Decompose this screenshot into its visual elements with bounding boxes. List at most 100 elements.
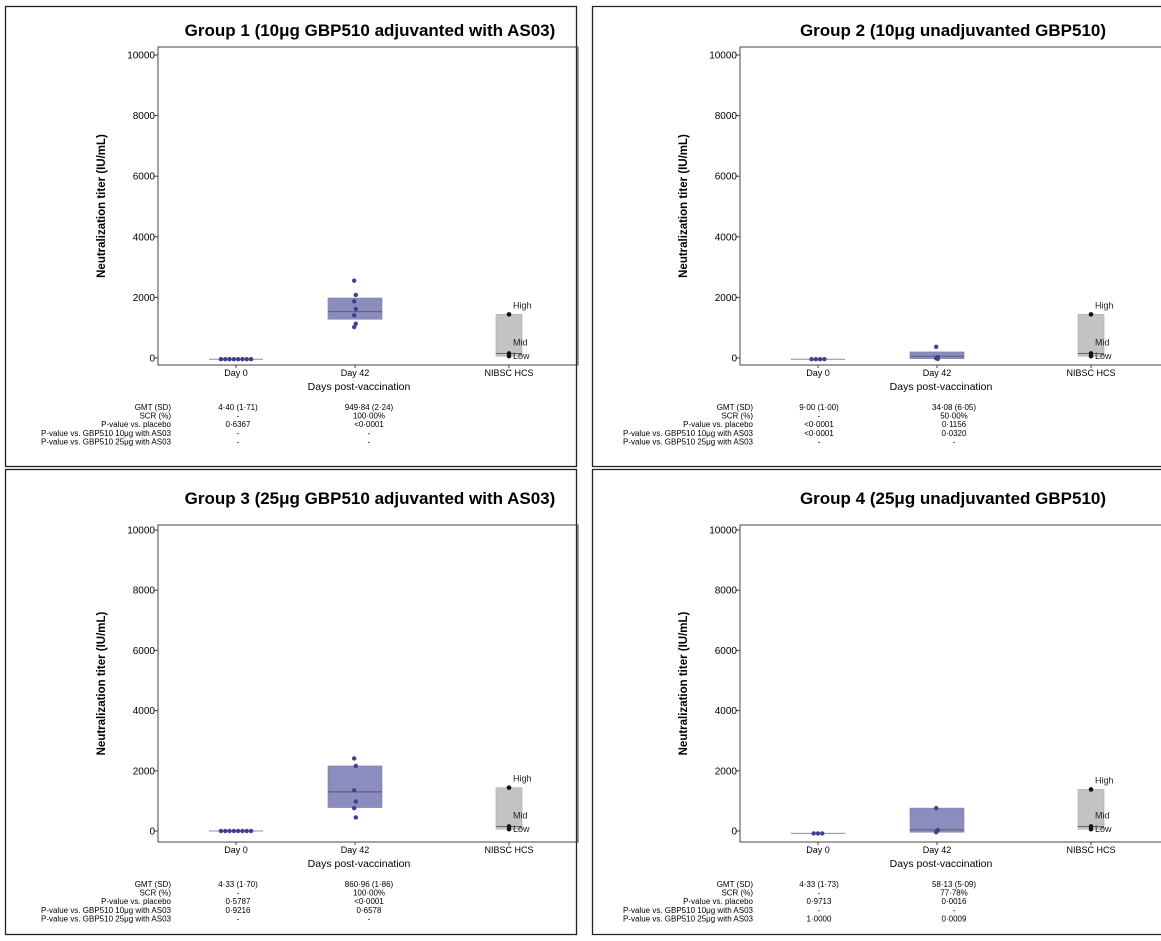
data-point bbox=[812, 831, 816, 835]
y-tick-label: 0 bbox=[149, 354, 155, 365]
x-axis-label: Days post-vaccination bbox=[308, 858, 411, 870]
y-tick-label: 10000 bbox=[127, 526, 155, 537]
x-tick-label: NIBSC HCS bbox=[1066, 368, 1115, 378]
x-tick-label: Day 42 bbox=[923, 845, 952, 855]
data-point bbox=[820, 831, 824, 835]
y-tick-label: 10000 bbox=[709, 51, 737, 62]
x-axis-label: Days post-vaccination bbox=[890, 858, 993, 870]
y-tick-label: 0 bbox=[731, 827, 737, 838]
stats-day42-value: - bbox=[368, 437, 371, 446]
y-axis-label: Neutralization titer (IU/mL) bbox=[96, 611, 108, 755]
data-point bbox=[354, 307, 358, 311]
x-tick-label: Day 42 bbox=[341, 845, 370, 855]
data-point bbox=[249, 357, 253, 361]
data-point bbox=[354, 293, 358, 297]
y-tick-label: 10000 bbox=[709, 526, 737, 537]
data-point bbox=[1089, 354, 1094, 359]
chart-svg: Group 2 (10μg unadjuvanted GBP510)020004… bbox=[582, 0, 1161, 468]
stats-day42-value: - bbox=[953, 437, 956, 446]
stats-day0-value: 1·0000 bbox=[807, 914, 832, 923]
data-point bbox=[240, 829, 244, 833]
data-point bbox=[507, 312, 512, 317]
y-tick-label: 4000 bbox=[133, 706, 156, 717]
y-tick-label: 8000 bbox=[133, 586, 156, 597]
panel-border bbox=[6, 7, 577, 467]
chart-title: Group 4 (25μg unadjuvanted GBP510) bbox=[800, 489, 1106, 508]
box-nibsc-hcs bbox=[496, 314, 522, 356]
data-point bbox=[822, 357, 826, 361]
data-point bbox=[219, 829, 223, 833]
data-point bbox=[227, 829, 231, 833]
y-axis-label: Neutralization titer (IU/mL) bbox=[96, 134, 108, 278]
x-axis-label: Days post-vaccination bbox=[890, 381, 993, 393]
y-axis-label: Neutralization titer (IU/mL) bbox=[678, 611, 690, 755]
y-tick-label: 0 bbox=[731, 354, 737, 365]
data-point bbox=[236, 357, 240, 361]
y-tick-label: 8000 bbox=[715, 111, 738, 122]
y-tick-label: 8000 bbox=[133, 111, 156, 122]
data-point bbox=[245, 829, 249, 833]
y-tick-label: 4000 bbox=[715, 706, 738, 717]
data-point bbox=[352, 299, 356, 303]
y-tick-label: 2000 bbox=[133, 766, 156, 777]
data-point bbox=[354, 799, 358, 803]
chart-panel-group-3: Group 3 (25μg GBP510 adjuvanted with AS0… bbox=[0, 468, 582, 936]
data-point bbox=[240, 357, 244, 361]
stats-row-label: P-value vs. GBP510 25μg with AS03 bbox=[623, 437, 754, 446]
stats-day0-value: - bbox=[237, 437, 240, 446]
data-point bbox=[814, 357, 818, 361]
y-tick-label: 4000 bbox=[133, 232, 156, 243]
data-point bbox=[816, 831, 820, 835]
y-tick-label: 0 bbox=[149, 827, 155, 838]
data-point bbox=[818, 357, 822, 361]
data-point bbox=[809, 357, 813, 361]
x-tick-label: Day 0 bbox=[224, 845, 248, 855]
chart-svg: Group 4 (25μg unadjuvanted GBP510)020004… bbox=[582, 468, 1161, 936]
hcs-point-label: Low bbox=[1095, 351, 1112, 361]
chart-title: Group 3 (25μg GBP510 adjuvanted with AS0… bbox=[185, 489, 556, 508]
x-tick-label: NIBSC HCS bbox=[484, 845, 533, 855]
x-tick-label: Day 42 bbox=[341, 368, 370, 378]
y-axis-label: Neutralization titer (IU/mL) bbox=[678, 134, 690, 278]
x-tick-label: Day 0 bbox=[224, 368, 248, 378]
chart-title: Group 1 (10μg GBP510 adjuvanted with AS0… bbox=[185, 21, 556, 40]
hcs-point-label: Mid bbox=[1095, 810, 1110, 820]
data-point bbox=[223, 357, 227, 361]
data-point bbox=[934, 345, 938, 349]
stats-row-label: P-value vs. GBP510 25μg with AS03 bbox=[41, 914, 172, 923]
hcs-point-label: Low bbox=[1095, 824, 1112, 834]
box-nibsc-hcs bbox=[1078, 314, 1104, 356]
hcs-point-label: High bbox=[1095, 775, 1114, 785]
data-point bbox=[352, 279, 356, 283]
chart-panel-group-1: Group 1 (10μg GBP510 adjuvanted with AS0… bbox=[0, 0, 582, 468]
data-point bbox=[352, 313, 356, 317]
data-point bbox=[507, 354, 512, 359]
stats-day42-value: - bbox=[368, 914, 371, 923]
y-tick-label: 6000 bbox=[715, 646, 738, 657]
stats-day42-value: 0·0009 bbox=[942, 914, 967, 923]
x-tick-label: Day 42 bbox=[923, 368, 952, 378]
data-point bbox=[934, 806, 938, 810]
data-point bbox=[227, 357, 231, 361]
hcs-point-label: Low bbox=[513, 824, 530, 834]
y-tick-label: 6000 bbox=[715, 172, 738, 183]
data-point bbox=[223, 829, 227, 833]
stats-day0-value: - bbox=[237, 914, 240, 923]
y-tick-label: 2000 bbox=[133, 293, 156, 304]
data-point bbox=[507, 785, 512, 790]
panel-border bbox=[6, 470, 577, 935]
hcs-point-label: Mid bbox=[513, 810, 528, 820]
data-point bbox=[249, 829, 253, 833]
data-point bbox=[1089, 312, 1094, 317]
chart-title: Group 2 (10μg unadjuvanted GBP510) bbox=[800, 21, 1106, 40]
data-point bbox=[1089, 827, 1094, 832]
stats-row-label: P-value vs. GBP510 25μg with AS03 bbox=[623, 914, 754, 923]
x-tick-label: Day 0 bbox=[806, 368, 830, 378]
x-axis-label: Days post-vaccination bbox=[308, 381, 411, 393]
data-point bbox=[352, 756, 356, 760]
y-tick-label: 10000 bbox=[127, 51, 155, 62]
data-point bbox=[354, 764, 358, 768]
hcs-point-label: High bbox=[1095, 300, 1114, 310]
